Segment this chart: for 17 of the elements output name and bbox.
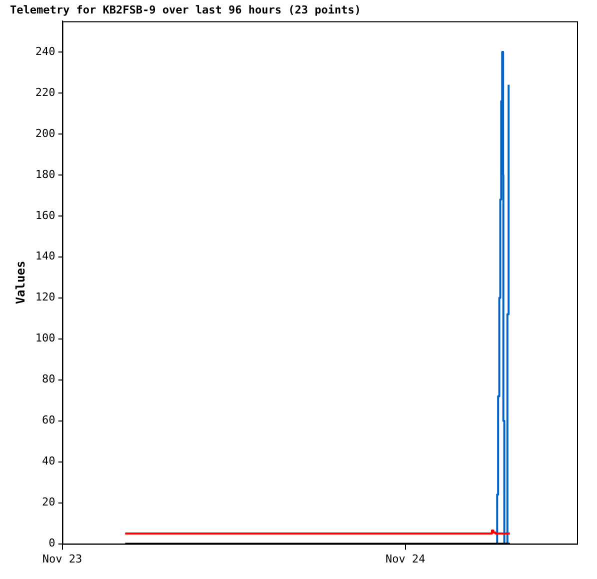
y-tick-label: 0 [48, 536, 56, 550]
y-tick-label: 240 [35, 44, 56, 58]
y-tick-label: 100 [35, 332, 56, 345]
y-axis-title: Values [13, 260, 28, 304]
y-tick-label: 140 [35, 250, 56, 263]
x-tick-label: Nov 24 [386, 552, 426, 566]
y-tick-label: 220 [35, 86, 56, 99]
y-tick-label: 200 [35, 126, 56, 140]
y-tick-label: 20 [42, 496, 56, 509]
y-tick-label: 120 [35, 290, 56, 304]
chart-title: Telemetry for KB2FSB-9 over last 96 hours (23 points) [10, 3, 361, 16]
x-tick-label: Nov 23 [42, 552, 82, 566]
y-tick-label: 80 [42, 372, 56, 386]
y-tick-label: 180 [35, 168, 56, 181]
y-tick-label: 160 [35, 208, 56, 222]
y-tick-label: 60 [42, 414, 56, 427]
y-tick-label: 40 [42, 454, 56, 468]
